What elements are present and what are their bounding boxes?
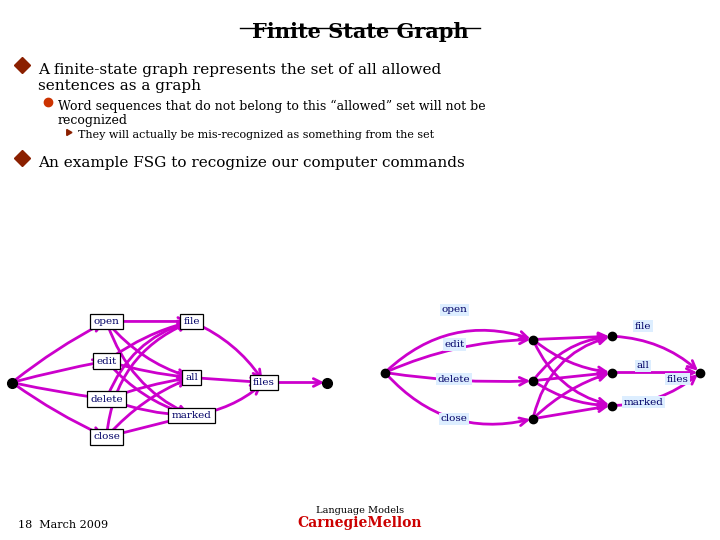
Text: edit: edit [444,340,464,349]
Text: file: file [635,322,652,331]
Text: delete: delete [438,375,471,383]
Text: close: close [93,433,120,442]
Text: open: open [441,305,467,314]
Text: They will actually be mis-recognized as something from the set: They will actually be mis-recognized as … [78,130,434,140]
Text: 18  March 2009: 18 March 2009 [18,520,108,530]
Text: close: close [441,414,468,423]
Text: files: files [253,378,275,387]
Text: CarnegieMellon: CarnegieMellon [298,516,422,530]
Text: delete: delete [90,395,123,403]
Text: all: all [637,361,649,370]
Text: marked: marked [171,411,212,420]
Text: files: files [667,375,689,383]
Text: sentences as a graph: sentences as a graph [38,79,201,93]
Text: all: all [185,373,198,382]
Text: marked: marked [624,397,663,407]
Text: Language Models: Language Models [316,506,404,515]
Text: edit: edit [96,356,117,366]
Text: Word sequences that do not belong to this “allowed” set will not be: Word sequences that do not belong to thi… [58,100,485,113]
Text: recognized: recognized [58,114,128,127]
Text: An example FSG to recognize our computer commands: An example FSG to recognize our computer… [38,156,464,170]
Text: file: file [184,317,199,326]
Text: open: open [94,317,120,326]
Text: Finite State Graph: Finite State Graph [252,22,468,42]
Text: A finite-state graph represents the set of all allowed: A finite-state graph represents the set … [38,63,441,77]
